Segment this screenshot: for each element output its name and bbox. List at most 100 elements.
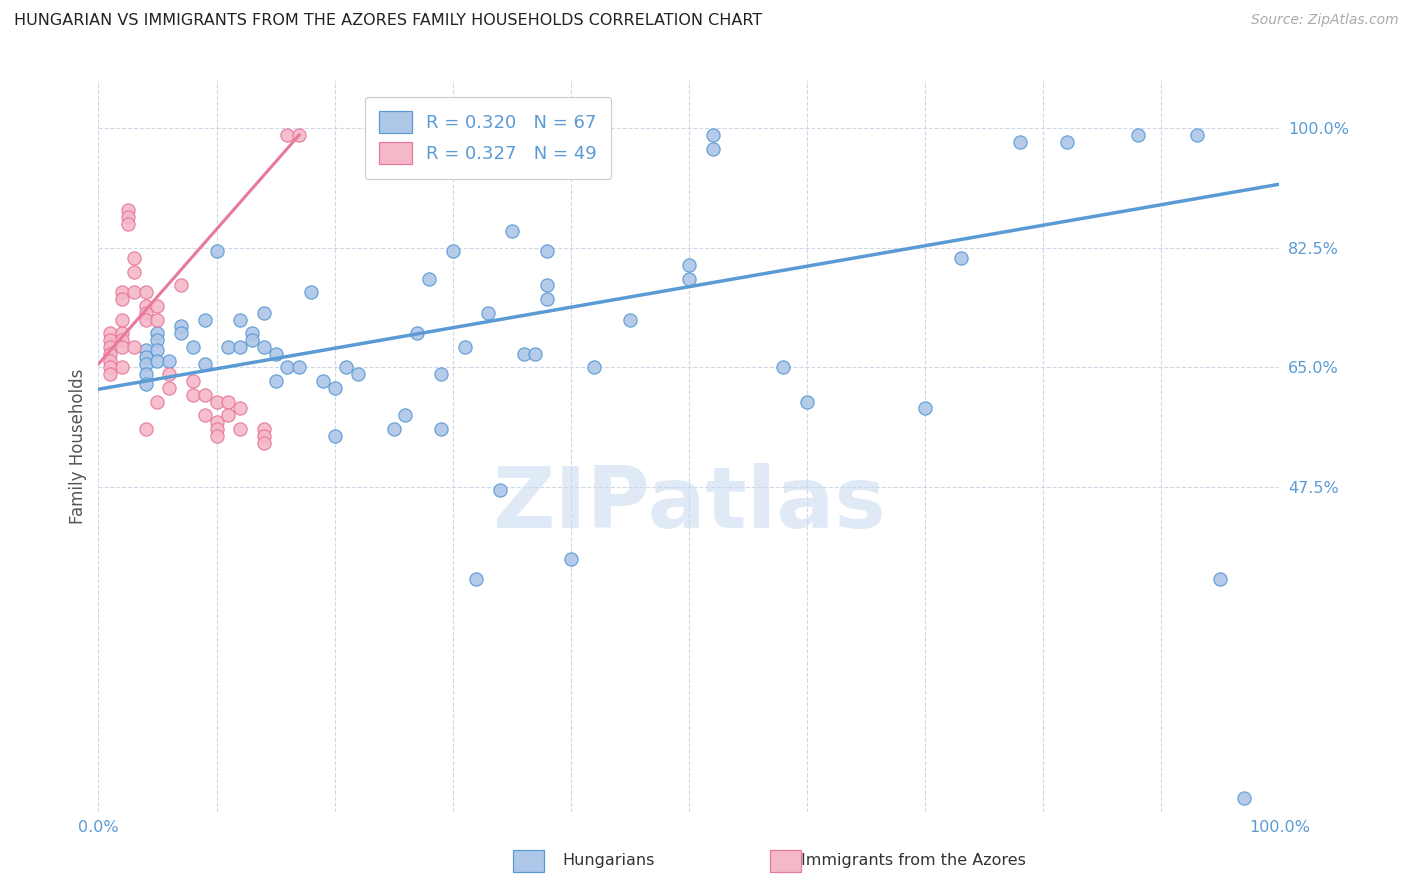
- Point: [430, 422, 453, 436]
- Point: [98, 347, 121, 361]
- Point: [111, 312, 134, 326]
- Point: [170, 326, 193, 341]
- Point: [914, 401, 936, 416]
- Point: [501, 224, 523, 238]
- Point: [702, 142, 724, 156]
- Point: [536, 278, 558, 293]
- Point: [240, 326, 263, 341]
- Point: [170, 319, 193, 334]
- Point: [253, 340, 276, 354]
- Point: [441, 244, 464, 259]
- Point: [194, 388, 217, 402]
- Point: [146, 312, 169, 326]
- Point: [98, 360, 121, 375]
- Point: [157, 381, 180, 395]
- Point: [146, 353, 169, 368]
- Text: Source: ZipAtlas.com: Source: ZipAtlas.com: [1251, 13, 1399, 28]
- Point: [678, 271, 700, 285]
- Point: [122, 285, 145, 300]
- Point: [117, 203, 139, 218]
- Point: [229, 312, 252, 326]
- Text: ZIPatlas: ZIPatlas: [492, 463, 886, 546]
- Point: [194, 409, 217, 423]
- Point: [536, 244, 558, 259]
- Point: [111, 292, 134, 306]
- Point: [1233, 791, 1256, 805]
- Point: [312, 374, 335, 388]
- Point: [157, 353, 180, 368]
- Point: [205, 244, 228, 259]
- Point: [135, 350, 157, 364]
- Point: [181, 374, 204, 388]
- Point: [217, 340, 239, 354]
- Text: Immigrants from the Azores: Immigrants from the Azores: [801, 854, 1026, 868]
- Point: [619, 312, 641, 326]
- Point: [229, 401, 252, 416]
- Point: [146, 333, 169, 347]
- Point: [1185, 128, 1208, 142]
- Point: [157, 368, 180, 382]
- Point: [181, 340, 204, 354]
- Point: [512, 347, 534, 361]
- Point: [288, 128, 311, 142]
- Point: [453, 340, 475, 354]
- Point: [796, 394, 818, 409]
- Point: [122, 340, 145, 354]
- Point: [489, 483, 512, 498]
- Point: [1209, 572, 1232, 586]
- Point: [1126, 128, 1149, 142]
- Point: [135, 306, 157, 320]
- Point: [122, 251, 145, 265]
- Point: [253, 306, 276, 320]
- Point: [135, 299, 157, 313]
- Point: [111, 285, 134, 300]
- Point: [536, 292, 558, 306]
- Point: [477, 306, 499, 320]
- Point: [678, 258, 700, 272]
- Point: [117, 217, 139, 231]
- Point: [205, 415, 228, 429]
- Point: [702, 128, 724, 142]
- Point: [583, 360, 606, 375]
- Point: [264, 374, 287, 388]
- Point: [194, 312, 217, 326]
- Point: [253, 422, 276, 436]
- Point: [347, 368, 370, 382]
- Point: [406, 326, 429, 341]
- Point: [146, 394, 169, 409]
- Point: [394, 409, 416, 423]
- Point: [288, 360, 311, 375]
- Point: [170, 278, 193, 293]
- Point: [98, 368, 121, 382]
- Point: [135, 312, 157, 326]
- Point: [465, 572, 488, 586]
- Point: [146, 299, 169, 313]
- Point: [264, 347, 287, 361]
- Point: [229, 340, 252, 354]
- Legend: R = 0.320   N = 67, R = 0.327   N = 49: R = 0.320 N = 67, R = 0.327 N = 49: [366, 96, 612, 178]
- Point: [205, 394, 228, 409]
- Point: [117, 210, 139, 224]
- Point: [135, 343, 157, 358]
- Point: [111, 326, 134, 341]
- Point: [135, 357, 157, 371]
- Text: HUNGARIAN VS IMMIGRANTS FROM THE AZORES FAMILY HOUSEHOLDS CORRELATION CHART: HUNGARIAN VS IMMIGRANTS FROM THE AZORES …: [14, 13, 762, 29]
- Point: [253, 435, 276, 450]
- Point: [524, 347, 547, 361]
- Point: [382, 422, 405, 436]
- Point: [135, 368, 157, 382]
- Point: [335, 360, 357, 375]
- Point: [135, 377, 157, 392]
- Point: [772, 360, 794, 375]
- Point: [299, 285, 322, 300]
- Point: [217, 409, 239, 423]
- Point: [323, 429, 346, 443]
- Point: [122, 265, 145, 279]
- Point: [205, 422, 228, 436]
- Point: [98, 353, 121, 368]
- Point: [276, 128, 298, 142]
- Point: [276, 360, 298, 375]
- Point: [217, 394, 239, 409]
- Point: [98, 326, 121, 341]
- Point: [240, 333, 263, 347]
